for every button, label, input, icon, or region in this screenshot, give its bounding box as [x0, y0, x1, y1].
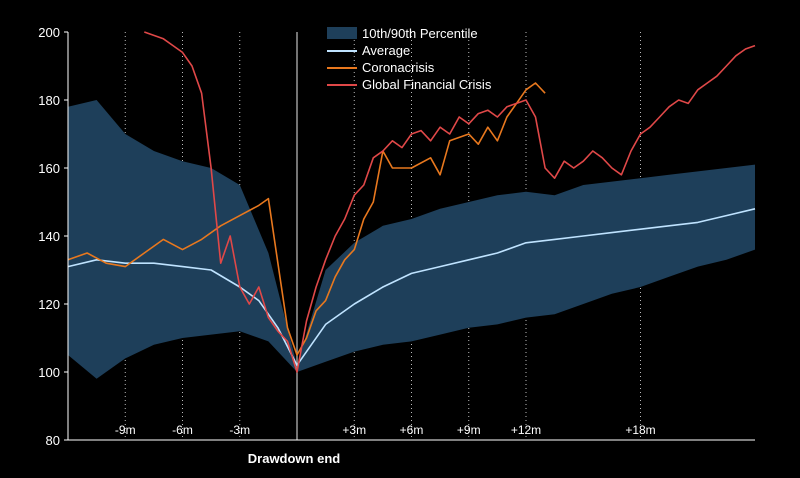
y-tick-label: 180: [38, 93, 60, 108]
legend: 10th/90th Percentile Average Coronacrisi…: [327, 26, 492, 92]
month-marker-layer: -9m -6m -3m +3m +6m +9m +12m +18m: [115, 423, 656, 437]
month-marker-label: +12m: [511, 423, 541, 437]
y-tick-label: 140: [38, 229, 60, 244]
percentile-band: [68, 100, 755, 379]
month-marker-label: +9m: [457, 423, 481, 437]
series-line-global-financial-crisis: [144, 31, 756, 373]
month-marker-label: -9m: [115, 423, 136, 437]
y-tick-layer: 80 100 120 140 160 180 200: [38, 25, 68, 448]
month-marker-label: -6m: [172, 423, 193, 437]
month-marker-label: +3m: [342, 423, 366, 437]
month-marker-label: +18m: [625, 423, 655, 437]
legend-label-gfc: Global Financial Crisis: [362, 77, 492, 92]
legend-label-coronacrisis: Coronacrisis: [362, 60, 435, 75]
y-tick-label: 200: [38, 25, 60, 40]
legend-swatch-band: [327, 27, 357, 39]
legend-label-band: 10th/90th Percentile: [362, 26, 478, 41]
legend-label-average: Average: [362, 43, 410, 58]
y-tick-label: 100: [38, 365, 60, 380]
y-tick-label: 80: [46, 433, 60, 448]
series-layer: [67, 31, 756, 373]
series-line-average: [67, 208, 756, 367]
month-marker-label: +6m: [400, 423, 424, 437]
month-marker-label: -3m: [229, 423, 250, 437]
y-tick-label: 160: [38, 161, 60, 176]
x-axis-label: Drawdown end: [248, 451, 341, 466]
y-tick-label: 120: [38, 297, 60, 312]
series-line-coronacrisis: [67, 82, 546, 356]
